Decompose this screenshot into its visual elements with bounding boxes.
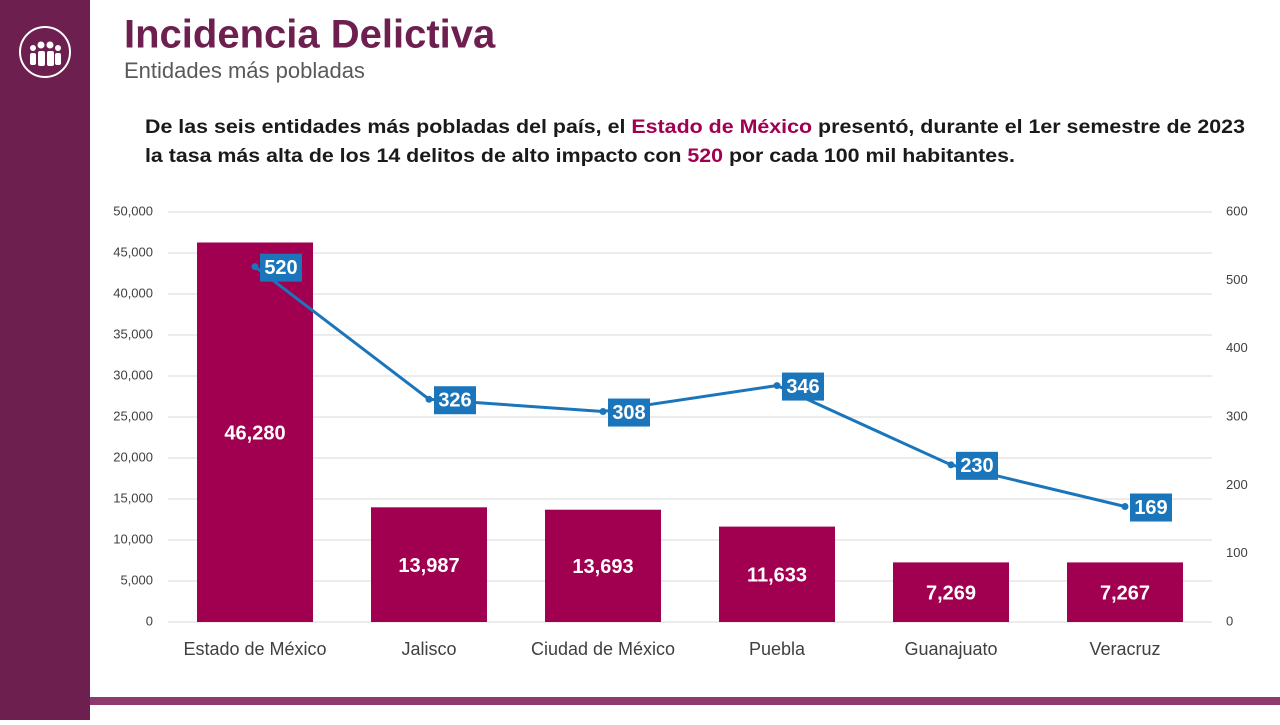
line-value-label: 169 bbox=[1134, 497, 1167, 519]
bar bbox=[1067, 562, 1183, 622]
sidebar bbox=[0, 0, 90, 720]
bar-value-label: 13,693 bbox=[572, 556, 633, 578]
description-segment: De las seis entidades más pobladas del p… bbox=[145, 117, 631, 138]
line-marker bbox=[425, 395, 433, 403]
line-value-label: 308 bbox=[612, 402, 645, 424]
y-tick-label: 25,000 bbox=[113, 408, 153, 423]
y-tick-label: 5,000 bbox=[120, 572, 153, 587]
line-marker bbox=[773, 382, 781, 390]
title: Incidencia Delictiva bbox=[124, 13, 496, 57]
x-tick-label: Estado de México bbox=[183, 639, 326, 659]
line-marker bbox=[251, 263, 259, 271]
y-tick-label: 45,000 bbox=[113, 244, 153, 259]
line-label-box bbox=[260, 253, 302, 282]
line-value-label: 230 bbox=[960, 455, 993, 477]
y2-tick-label: 0 bbox=[1226, 613, 1233, 628]
description-segment: 520 bbox=[687, 146, 723, 167]
bar-value-label: 46,280 bbox=[224, 423, 285, 445]
bar-value-label: 7,267 bbox=[1100, 582, 1150, 604]
y2-tick-label: 500 bbox=[1226, 272, 1248, 287]
bar-value-label: 11,633 bbox=[747, 565, 807, 587]
y2-tick-label: 300 bbox=[1226, 408, 1248, 423]
line-value-label: 520 bbox=[264, 257, 297, 279]
description-segment: presentó, durante el 1er semestre de 202… bbox=[812, 117, 1245, 138]
y-tick-label: 50,000 bbox=[113, 203, 153, 218]
description-segment: Estado de México bbox=[631, 117, 812, 138]
line-label-box bbox=[434, 386, 476, 415]
description-segment: por cada 100 mil habitantes. bbox=[723, 146, 1015, 167]
y-tick-label: 10,000 bbox=[113, 531, 153, 546]
bar-value-label: 7,269 bbox=[926, 582, 976, 604]
x-tick-label: Ciudad de México bbox=[531, 639, 675, 659]
y-tick-label: 40,000 bbox=[113, 285, 153, 300]
y2-tick-label: 600 bbox=[1226, 203, 1248, 218]
y-tick-label: 35,000 bbox=[113, 326, 153, 341]
line-marker bbox=[947, 461, 955, 469]
bar-value-label: 13,987 bbox=[398, 555, 459, 577]
y-tick-label: 15,000 bbox=[113, 490, 153, 505]
y2-tick-label: 100 bbox=[1226, 545, 1248, 560]
y2-tick-label: 200 bbox=[1226, 477, 1248, 492]
y-tick-label: 0 bbox=[146, 613, 153, 628]
description-line: la tasa más alta de los 14 delitos de al… bbox=[145, 146, 1015, 167]
y2-tick-label: 400 bbox=[1226, 340, 1248, 355]
bottom-stripe bbox=[90, 697, 1280, 705]
bar bbox=[197, 242, 313, 622]
line-label-box bbox=[956, 451, 998, 480]
line-label-box bbox=[608, 398, 650, 427]
description: De las seis entidades más pobladas del p… bbox=[145, 117, 1245, 167]
x-tick-label: Jalisco bbox=[401, 639, 456, 659]
x-tick-label: Guanajuato bbox=[904, 639, 997, 659]
x-tick-label: Veracruz bbox=[1089, 639, 1160, 659]
y-tick-label: 30,000 bbox=[113, 367, 153, 382]
line-marker bbox=[1121, 503, 1129, 511]
subtitle: Entidades más pobladas bbox=[124, 58, 365, 83]
logo-icon bbox=[19, 26, 71, 78]
y-tick-label: 20,000 bbox=[113, 449, 153, 464]
description-line: De las seis entidades más pobladas del p… bbox=[145, 117, 1245, 138]
x-tick-label: Puebla bbox=[749, 639, 806, 659]
bar bbox=[371, 507, 487, 622]
line-label-box bbox=[1130, 493, 1172, 522]
line-value-label: 346 bbox=[786, 376, 819, 398]
bar bbox=[893, 562, 1009, 622]
line-label-box bbox=[782, 372, 824, 401]
bar bbox=[545, 509, 661, 622]
line-value-label: 326 bbox=[438, 390, 471, 412]
bar bbox=[719, 526, 835, 622]
description-segment: la tasa más alta de los 14 delitos de al… bbox=[145, 146, 687, 167]
line-marker bbox=[599, 408, 607, 416]
chart: 0 5,000 10,000 15,000 20,000 25,000 30,000 35,0… bbox=[113, 203, 1247, 658]
